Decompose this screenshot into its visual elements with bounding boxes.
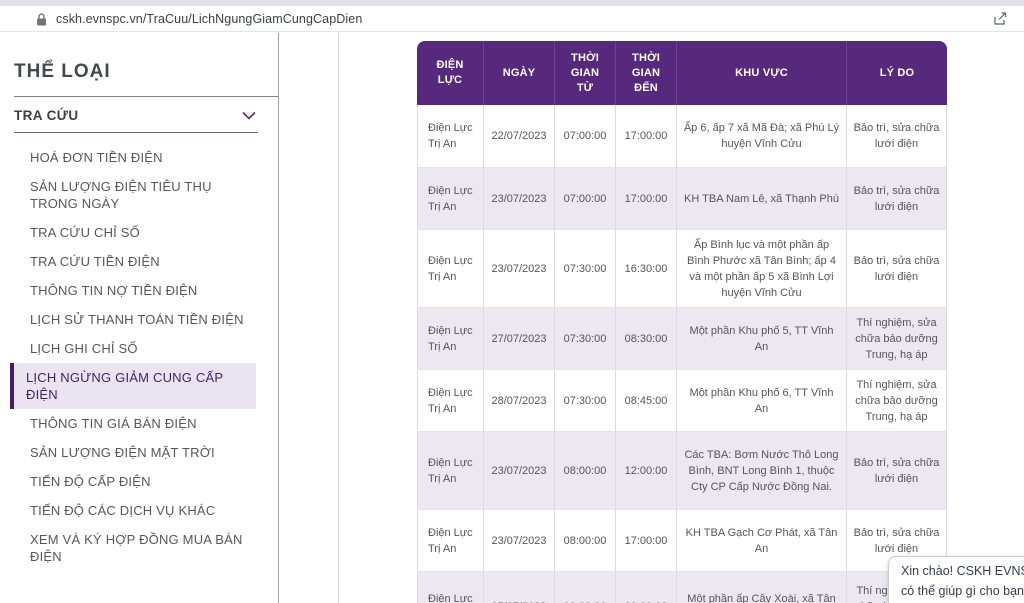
cell-dien-luc: Điện Lực Trị An (417, 432, 484, 510)
lock-icon (37, 13, 46, 26)
sidebar-item-lich-su-thanh-toan[interactable]: LỊCH SỬ THANH TOÁN TIỀN ĐIỆN (30, 312, 244, 327)
cell-khu-vuc: Một phần Khu phố 6, TT Vĩnh An (677, 370, 847, 432)
sidebar-item-san-luong-ngay[interactable]: SẢN LƯỢNG ĐIỆN TIÊU THỤ TRONG NGÀY (30, 179, 212, 211)
cell-dien-luc: Điện Lực Trị An (417, 370, 484, 432)
cell-thoi-gian-tu: 08:00:00 (555, 432, 616, 510)
cell-thoi-gian-den: 17:00:00 (616, 168, 677, 230)
header-khu-vuc: KHU VỰC (677, 41, 847, 105)
chevron-down-icon[interactable] (242, 111, 256, 120)
url-text[interactable]: cskh.evnspc.vn/TraCuu/LichNgungGiamCungC… (56, 12, 363, 26)
section-rule (14, 132, 258, 133)
cell-thoi-gian-den: 08:30:00 (616, 308, 677, 370)
cell-ngay: 28/07/2023 (484, 370, 555, 432)
cell-thoi-gian-den: 09:00:00 (616, 572, 677, 603)
cell-thoi-gian-den: 12:00:00 (616, 432, 677, 510)
cell-khu-vuc: Ấp Bình lục và một phần ấp Bình Phước xã… (677, 230, 847, 308)
cell-ly-do: Thí nghiệm, sửa chữa bảo dưỡng Trung, hạ… (847, 308, 947, 370)
chat-greeting-line2: có thể giúp gì cho bạn? (901, 583, 1024, 598)
header-ngay: NGÀY (484, 41, 555, 105)
sidebar-item-no-tien-dien[interactable]: THÔNG TIN NỢ TIỀN ĐIỆN (30, 283, 198, 298)
cell-khu-vuc: KH TBA Nam Lê, xã Thạnh Phú (677, 168, 847, 230)
cell-ly-do: Bảo trì, sửa chữa lưới điện (847, 432, 947, 510)
table-row: Điện Lực Trị An 23/07/2023 08:00:00 17:0… (417, 510, 947, 572)
share-icon[interactable] (993, 11, 1008, 26)
table-header-row: ĐIỆN LỰC NGÀY THỜI GIAN TỪ THỜI GIAN ĐẾN… (417, 41, 947, 105)
cell-dien-luc: Điện Lực Trị An (417, 168, 484, 230)
cell-dien-luc: Điện Lực Trị An (417, 230, 484, 308)
browser-chrome-strip (0, 0, 1024, 6)
cell-dien-luc: Điện Lực Trị An (417, 105, 484, 168)
header-thoi-gian-den: THỜI GIAN ĐẾN (616, 41, 677, 105)
cell-khu-vuc: Một phần Khu phố 5, TT Vĩnh An (677, 308, 847, 370)
content-divider (338, 33, 339, 603)
cell-thoi-gian-den: 16:30:00 (616, 230, 677, 308)
cell-ngay: 27/07/2023 (484, 308, 555, 370)
sidebar-item-dien-mat-troi[interactable]: SẢN LƯỢNG ĐIỆN MẶT TRỜI (30, 445, 215, 460)
table-row: Điện Lực Trị An 22/07/2023 07:00:00 17:0… (417, 105, 947, 168)
cell-ngay: 23/07/2023 (484, 432, 555, 510)
cell-khu-vuc: Một phần ấp Cây Xoài, xã Tân An (677, 572, 847, 603)
cell-ngay: 23/07/2023 (484, 510, 555, 572)
cell-thoi-gian-tu: 08:00:00 (555, 572, 616, 603)
sidebar-section-tra-cuu[interactable]: TRA CỨU (14, 108, 264, 123)
cell-ngay: 23/07/2023 (484, 230, 555, 308)
cell-ly-do: Bảo trì, sửa chữa lưới điện (847, 168, 947, 230)
cell-thoi-gian-den: 17:00:00 (616, 105, 677, 168)
cell-thoi-gian-tu: 07:00:00 (555, 105, 616, 168)
cell-dien-luc: Điện Lực Trị An (417, 510, 484, 572)
sidebar: THỂ LOẠI TRA CỨU HOÁ ĐƠN TIỀN ĐIỆN SẢN L… (0, 33, 278, 571)
cell-thoi-gian-tu: 07:30:00 (555, 308, 616, 370)
table-row: Điện Lực Trị An 27/07/2023 07:30:00 08:3… (417, 308, 947, 370)
sidebar-item-tien-do-cap-dien[interactable]: TIẾN ĐỘ CẤP ĐIỆN (30, 474, 151, 489)
table-row: Điện Lực Trị An 25/07/2023 08:00:00 09:0… (417, 572, 947, 603)
cell-thoi-gian-tu: 08:00:00 (555, 510, 616, 572)
cell-ly-do: Thí nghiệm, sửa chữa bảo dưỡng Trung, hạ… (847, 370, 947, 432)
cell-khu-vuc: KH TBA Gạch Cơ Phát, xã Tân An (677, 510, 847, 572)
cell-thoi-gian-den: 17:00:00 (616, 510, 677, 572)
sidebar-item-tien-do-dich-vu[interactable]: TIẾN ĐỘ CÁC DỊCH VỤ KHÁC (30, 503, 216, 518)
sidebar-item-lich-ghi-chi-so[interactable]: LỊCH GHI CHỈ SỐ (30, 341, 138, 356)
header-dien-luc: ĐIỆN LỰC (417, 41, 484, 105)
cell-ly-do: Bảo trì, sửa chữa lưới điện (847, 105, 947, 168)
cell-dien-luc: Điện Lực Trị An (417, 572, 484, 603)
cell-thoi-gian-tu: 07:30:00 (555, 370, 616, 432)
table-row: Điện Lực Trị An 23/07/2023 08:00:00 12:0… (417, 432, 947, 510)
sidebar-item-tra-cuu-chi-so[interactable]: TRA CỨU CHỈ SỐ (30, 225, 140, 240)
sidebar-item-gia-ban-dien[interactable]: THÔNG TIN GIÁ BÁN ĐIỆN (30, 416, 197, 431)
sidebar-item-hoa-don[interactable]: HOÁ ĐƠN TIỀN ĐIỆN (30, 150, 163, 165)
sidebar-section-label: TRA CỨU (14, 108, 79, 123)
table-row: Điện Lực Trị An 23/07/2023 07:00:00 17:0… (417, 168, 947, 230)
cell-thoi-gian-tu: 07:30:00 (555, 230, 616, 308)
header-thoi-gian-tu: THỜI GIAN TỪ (555, 41, 616, 105)
table-row: Điện Lực Trị An 23/07/2023 07:30:00 16:3… (417, 230, 947, 308)
cell-khu-vuc: Ấp 6, ấp 7 xã Mã Đà; xã Phú Lý huyện Vĩn… (677, 105, 847, 168)
outage-schedule-table: ĐIỆN LỰC NGÀY THỜI GIAN TỪ THỜI GIAN ĐẾN… (417, 41, 947, 603)
sidebar-item-hop-dong-mua-ban[interactable]: XEM VÀ KÝ HỢP ĐỒNG MUA BÁN ĐIỆN (30, 532, 243, 564)
sidebar-divider (278, 33, 279, 603)
sidebar-item-tra-cuu-tien-dien[interactable]: TRA CỨU TIỀN ĐIỆN (30, 254, 160, 269)
cell-ngay: 25/07/2023 (484, 572, 555, 603)
header-ly-do: LÝ DO (847, 41, 947, 105)
cell-ngay: 22/07/2023 (484, 105, 555, 168)
cell-khu-vuc: Các TBA: Bơm Nước Thô Long Bình, BNT Lon… (677, 432, 847, 510)
title-rule (14, 96, 278, 97)
table-row: Điện Lực Trị An 28/07/2023 07:30:00 08:4… (417, 370, 947, 432)
cell-thoi-gian-den: 08:45:00 (616, 370, 677, 432)
sidebar-item-lich-ngung-giam[interactable]: LỊCH NGỪNG GIẢM CUNG CẤP ĐIỆN (10, 363, 256, 409)
cell-ngay: 23/07/2023 (484, 168, 555, 230)
chat-greeting-popup[interactable]: Xin chào! CSKH EVNSPC có thể giúp gì cho… (888, 556, 1024, 603)
cell-thoi-gian-tu: 07:00:00 (555, 168, 616, 230)
cell-dien-luc: Điện Lực Trị An (417, 308, 484, 370)
sidebar-nav: HOÁ ĐƠN TIỀN ĐIỆN SẢN LƯỢNG ĐIỆN TIÊU TH… (0, 137, 278, 571)
cell-ly-do: Bảo trì, sửa chữa lưới điện (847, 230, 947, 308)
sidebar-title: THỂ LOẠI (14, 61, 111, 82)
browser-url-bar[interactable]: cskh.evnspc.vn/TraCuu/LichNgungGiamCungC… (0, 6, 1024, 32)
chat-greeting-line1: Xin chào! CSKH EVNSPC (901, 564, 1024, 578)
